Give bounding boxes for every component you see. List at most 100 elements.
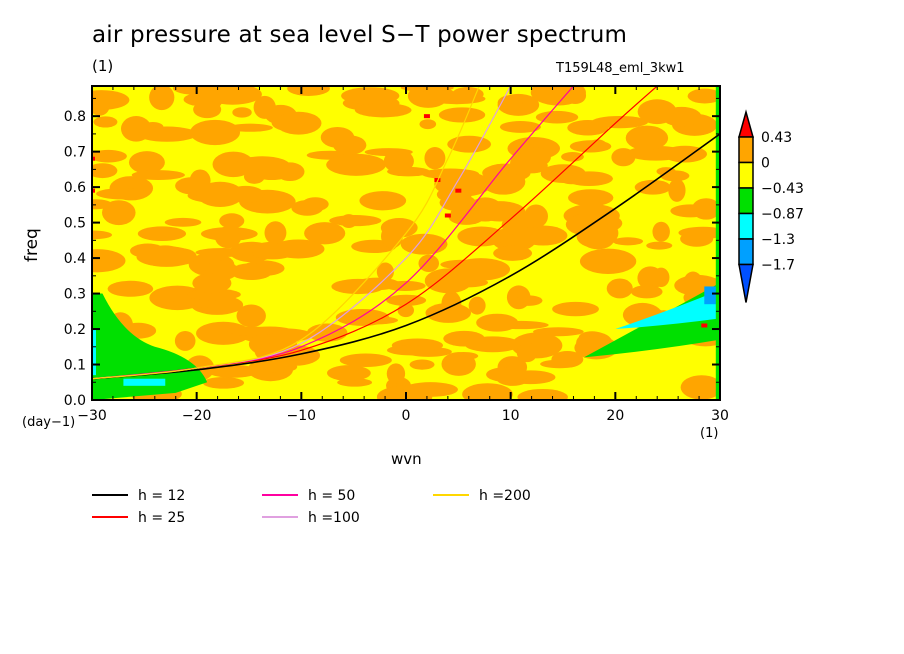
field-unit: (1) [92, 57, 114, 75]
y-tick-label: 0.8 [64, 109, 86, 125]
field-blob-orange [680, 375, 720, 400]
field-blob-orange [418, 254, 440, 273]
field-blob-orange [189, 119, 241, 146]
field-blob-orange [517, 388, 568, 400]
field-blob-orange [264, 221, 287, 245]
field-blob-orange [219, 213, 245, 229]
field-blob-orange [195, 247, 253, 257]
field-blob-orange [421, 168, 480, 180]
field-blob-orange [287, 86, 330, 97]
field-blob-orange [611, 148, 636, 167]
field-blob-orange [333, 135, 367, 155]
field-region-cyan [615, 290, 720, 330]
field-blob-orange [561, 152, 584, 162]
field-blob-orange [476, 313, 519, 332]
legend: h = 12 h = 25 h = 50 h =100 h =200 [92, 488, 531, 526]
y-tick-label: 0.7 [64, 145, 86, 161]
field-blob-orange [236, 304, 266, 328]
field-blob-orange [351, 316, 399, 325]
field-blob-orange [486, 366, 530, 383]
x-tick-label: 20 [606, 408, 624, 424]
colorbar-label: −0.87 [761, 207, 804, 223]
x-axis-label: wvn [391, 450, 422, 468]
field-blob-orange [687, 88, 720, 104]
field-blob-orange [380, 217, 418, 238]
field-blob-orange [462, 383, 513, 400]
field-blob-orange [207, 364, 259, 378]
field-blob-orange [447, 135, 492, 153]
field-blob-orange [591, 115, 648, 129]
field-blob-orange [652, 221, 670, 242]
field-blob-orange [291, 200, 324, 216]
y-tick-label: 0.1 [64, 358, 86, 374]
field-blob-orange [400, 233, 448, 255]
legend-label: h =200 [479, 488, 531, 504]
field-blob-orange [634, 179, 671, 195]
field-blob-orange [468, 296, 486, 315]
field-blob-orange [662, 145, 708, 163]
colorbar-label: −0.43 [761, 181, 804, 197]
field-blob-orange [243, 169, 265, 184]
x-tick-label: −10 [287, 408, 317, 424]
field-edge-green [715, 86, 720, 400]
field-blob-orange [424, 146, 446, 170]
field-blob-orange [438, 107, 486, 123]
field-speck-red [92, 156, 95, 161]
field-blob-orange [359, 191, 407, 211]
y-tick-label: 0.0 [64, 393, 86, 409]
field-blob-orange [189, 169, 211, 192]
field-blob-orange [510, 209, 527, 221]
field-blob-orange [92, 149, 127, 163]
field-blob-orange [424, 87, 455, 101]
field-blob-orange [354, 277, 400, 291]
y-tick-label: 0.3 [64, 287, 86, 303]
field-blob-orange [120, 116, 152, 142]
field-speck-red [423, 114, 430, 119]
field-blob-orange [192, 273, 232, 294]
field-blob-orange [93, 116, 118, 128]
legend-label: h = 12 [138, 488, 185, 504]
field-blob-orange [354, 103, 412, 118]
field-blob-orange [683, 271, 703, 295]
y-axis-unit: (day−1) [22, 415, 76, 430]
field-blob-orange [187, 288, 241, 301]
field-blob-orange [149, 86, 175, 111]
x-tick-label: 30 [711, 408, 729, 424]
x-axis-unit: (1) [700, 426, 719, 441]
field-blob-orange [660, 170, 690, 182]
field-blob-orange [386, 363, 406, 385]
field-blob-orange [92, 230, 113, 240]
colorbar-label: 0.43 [761, 130, 792, 146]
colorbar-segment [738, 212, 754, 240]
field-blob-orange [518, 225, 568, 246]
field-blob-orange [92, 90, 130, 110]
colorbar-segment [738, 136, 754, 164]
field-blob-orange [383, 149, 414, 173]
field-blob-orange [425, 303, 472, 323]
dispersion-curve-0 [92, 133, 720, 380]
colorbar-segment-top [738, 109, 754, 138]
field-blob-orange [131, 170, 185, 180]
y-tick-label: 0.4 [64, 251, 86, 267]
field-blob-orange [646, 241, 673, 250]
field-blob-orange [306, 323, 348, 342]
field-blob-orange [376, 262, 394, 282]
field-blob-orange [193, 100, 222, 119]
field-blob-orange [514, 295, 543, 306]
x-tick-label: 0 [402, 408, 411, 424]
field-blob-orange [439, 194, 476, 212]
colorbar-label: −1.3 [761, 232, 795, 248]
colorbar-segment [738, 161, 754, 189]
field-blob-orange [174, 330, 196, 351]
field-blob-orange [232, 107, 252, 118]
colorbar-label: 0 [761, 156, 770, 172]
field-blob-orange [419, 119, 437, 130]
field-blob-orange [441, 352, 476, 376]
field-speck-red [92, 188, 95, 193]
field-blob-orange [533, 327, 584, 337]
field-speck-red [444, 213, 451, 218]
field-region-green [583, 282, 720, 358]
legend-label: h = 25 [138, 510, 185, 526]
field-blob-orange [403, 382, 458, 397]
field-region-green-left [92, 293, 208, 400]
